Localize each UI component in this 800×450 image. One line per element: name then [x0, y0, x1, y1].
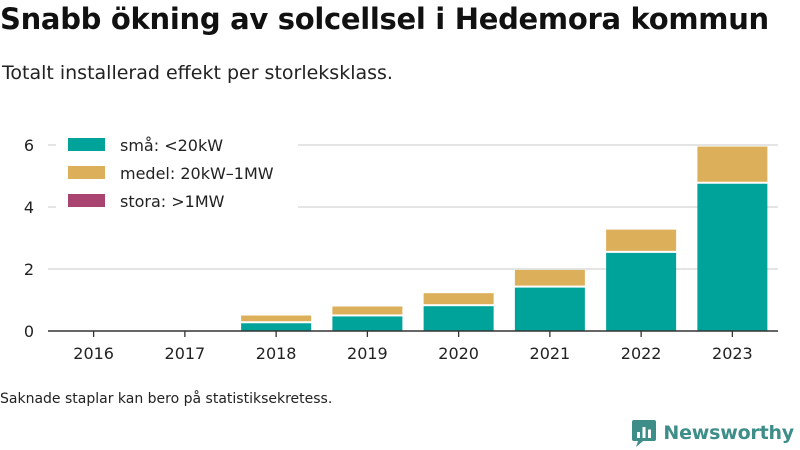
legend-swatch	[68, 138, 105, 151]
bar-segment	[514, 287, 585, 331]
bar-segment	[332, 316, 403, 331]
x-tick-label: 2022	[621, 344, 662, 363]
legend-label: små: <20kW	[120, 136, 223, 155]
x-tick-label: 2018	[256, 344, 297, 363]
bar-segment	[423, 293, 494, 305]
bar-segment	[241, 323, 312, 331]
x-tick-label: 2016	[73, 344, 114, 363]
bar-segment	[697, 146, 768, 182]
bar-chart-speech-bubble-icon	[632, 420, 657, 447]
y-tick-label: 4	[24, 198, 34, 217]
y-tick-label: 6	[24, 136, 34, 155]
bar-segment	[514, 269, 585, 286]
x-tick-label: 2021	[530, 344, 571, 363]
bar-segment	[606, 252, 677, 331]
bar-segment	[241, 315, 312, 322]
x-tick-label: 2017	[165, 344, 206, 363]
chart-subtitle: Totalt installerad effekt per storlekskl…	[2, 62, 393, 84]
x-tick-label: 2023	[712, 344, 753, 363]
legend-label: stora: >1MW	[120, 192, 225, 211]
y-tick-label: 2	[24, 260, 34, 279]
bar-segment	[697, 183, 768, 331]
brand-logo: Newsworthy	[631, 418, 794, 448]
x-tick-label: 2020	[438, 344, 479, 363]
x-tick-label: 2019	[347, 344, 388, 363]
bar-segment	[606, 229, 677, 251]
chart-title: Snabb ökning av solcellsel i Hedemora ko…	[0, 2, 769, 36]
bar-segment	[332, 306, 403, 315]
legend-label: medel: 20kW–1MW	[120, 164, 274, 183]
bar-segment	[423, 306, 494, 331]
legend-swatch	[68, 194, 105, 207]
footnote: Saknade staplar kan bero på statistiksek…	[0, 391, 333, 407]
stacked-bar-chart: 0 2 4 6 2016 2017 2018 2019 2020 2021 2022 2023 små:…	[24, 129, 778, 363]
legend-swatch	[68, 166, 105, 179]
y-tick-label: 0	[24, 322, 34, 341]
brand-name: Newsworthy	[663, 422, 794, 444]
